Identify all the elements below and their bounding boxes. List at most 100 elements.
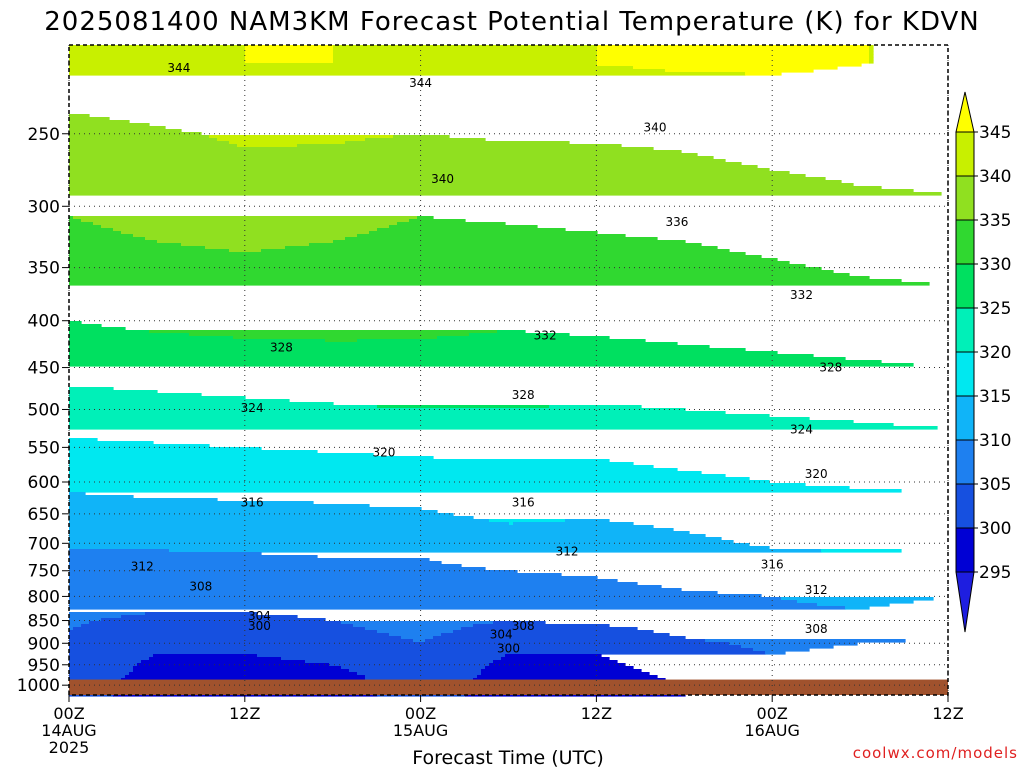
theta-cell — [69, 171, 790, 175]
theta-cell — [125, 675, 366, 679]
theta-cell — [425, 639, 706, 643]
theta-cell — [433, 636, 686, 640]
theta-cell — [69, 477, 750, 481]
theta-cell — [69, 459, 610, 463]
theta-cell — [69, 399, 290, 403]
theta-cell — [153, 654, 258, 658]
contour-label: 312 — [805, 583, 828, 597]
theta-cell — [69, 444, 210, 448]
theta-cell — [69, 342, 678, 346]
theta-cell — [69, 600, 798, 604]
theta-cell — [349, 669, 482, 673]
plot-frame — [68, 44, 949, 696]
theta-cell — [69, 624, 82, 628]
contour-label: 312 — [556, 545, 579, 559]
theta-cell — [69, 468, 678, 472]
theta-cell — [69, 447, 262, 451]
theta-cell — [69, 243, 182, 247]
contour-labels: 344 344 340 340 336 332 332 328 328 328 324 324 320 3… — [131, 61, 842, 655]
colorbar-box — [955, 439, 975, 485]
contour-label: 316 — [512, 496, 535, 510]
theta-cell — [69, 228, 114, 232]
colorbar-label: 345 — [979, 123, 1011, 143]
theta-cell — [333, 48, 598, 52]
theta-cell — [501, 657, 610, 661]
contour-label: 320 — [805, 467, 828, 481]
theta-cell — [69, 273, 850, 277]
theta-cell — [69, 264, 806, 268]
colorbar-label: 320 — [979, 343, 1011, 363]
theta-cell — [69, 51, 246, 55]
theta-cell — [69, 387, 114, 391]
theta-cell — [69, 456, 434, 460]
theta-cell — [377, 630, 454, 634]
theta-cell — [69, 123, 150, 127]
theta-cell — [113, 228, 378, 232]
theta-cell — [69, 234, 134, 238]
contour-label: 312 — [131, 559, 154, 573]
theta-cell — [69, 132, 202, 136]
theta-cell — [245, 57, 334, 61]
theta-cell — [69, 465, 654, 469]
theta-cell — [69, 54, 246, 58]
theta-cell — [69, 576, 598, 580]
theta-cell — [597, 57, 870, 61]
theta-cell — [69, 642, 730, 646]
contour-label: 316 — [761, 557, 784, 571]
colorbar: 345 340 335 330 325 320 315 310 305 300 295 — [955, 91, 1011, 633]
theta-cell — [157, 240, 334, 244]
theta-cell — [69, 483, 806, 487]
theta-cell — [69, 408, 686, 412]
theta-cell — [257, 654, 506, 658]
theta-cell — [69, 63, 598, 67]
colorbar-box — [955, 175, 975, 221]
theta-cell — [69, 549, 170, 553]
theta-cell — [69, 225, 102, 229]
theta-cell — [357, 234, 626, 238]
y-tick-label: 250 — [28, 125, 60, 145]
x-tick-year-label: 2025 — [49, 738, 90, 757]
contour-label: 328 — [270, 341, 293, 355]
x-tick-label: 00Z — [53, 704, 84, 723]
theta-cell — [869, 60, 874, 64]
theta-cell — [73, 627, 366, 631]
theta-cell — [81, 624, 354, 628]
theta-cell — [69, 282, 930, 286]
theta-cell — [133, 666, 342, 670]
colorbar-bottom-arrow — [955, 571, 975, 633]
theta-cell — [69, 216, 74, 220]
theta-cell — [357, 672, 482, 676]
surface-ground — [69, 679, 948, 695]
contour-label: 324 — [241, 401, 264, 415]
theta-cell — [333, 54, 598, 58]
theta-cell — [69, 159, 726, 163]
theta-cell — [69, 603, 818, 607]
theta-cell — [69, 117, 110, 121]
theta-cell — [69, 393, 202, 397]
theta-cell — [741, 645, 834, 649]
theta-cell — [513, 522, 634, 526]
theta-cell — [333, 60, 598, 64]
theta-cell — [473, 624, 610, 628]
theta-cell — [397, 222, 506, 226]
theta-cell — [69, 57, 246, 61]
theta-cell — [69, 522, 510, 526]
x-tick-label: 12Z — [229, 704, 260, 723]
theta-cell — [377, 228, 566, 232]
theta-cell — [69, 363, 914, 367]
theta-cell — [437, 336, 610, 340]
theta-cell — [69, 162, 742, 166]
colorbar-label: 325 — [979, 299, 1011, 319]
x-tick-label: 00Z — [757, 704, 788, 723]
theta-cell — [565, 519, 610, 523]
theta-cell — [69, 606, 846, 610]
y-tick-label: 700 — [28, 534, 60, 554]
theta-cell — [505, 654, 602, 658]
theta-cell — [237, 144, 298, 148]
contour-label: 300 — [497, 642, 520, 656]
theta-cell — [869, 45, 874, 49]
theta-cell — [489, 519, 566, 523]
theta-cell — [817, 603, 890, 607]
theta-field — [69, 45, 942, 697]
